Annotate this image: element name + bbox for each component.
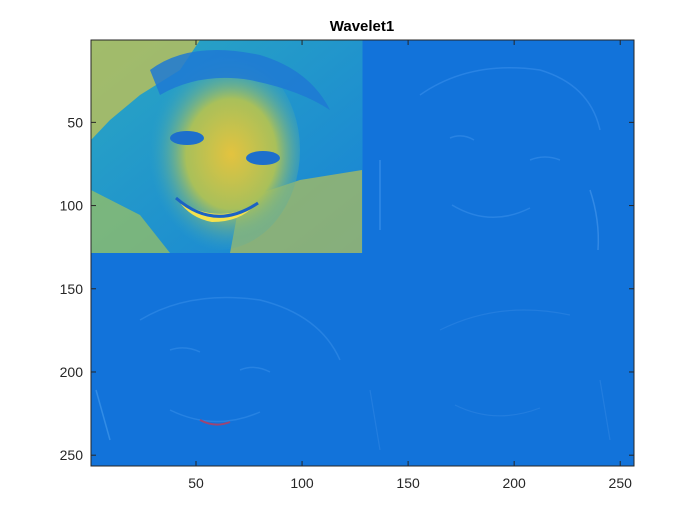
x-tick-label: 200	[502, 475, 526, 491]
axes-frame	[90, 39, 635, 467]
y-tick-label: 250	[60, 447, 84, 463]
x-tick-label: 250	[609, 475, 633, 491]
vertical-detail-quadrant	[95, 296, 341, 441]
approximation-quadrant	[91, 40, 363, 253]
heatmap-image	[90, 39, 635, 467]
x-tick-label: 50	[188, 475, 204, 491]
y-axis: 50 100 150 200 250	[60, 114, 634, 463]
horizontal-detail-quadrant	[379, 67, 601, 251]
x-tick-label: 100	[290, 475, 314, 491]
chart-title: Wavelet1	[330, 18, 394, 35]
y-tick-label: 50	[67, 114, 83, 130]
y-tick-label: 100	[60, 198, 84, 214]
x-axis: 50 100 150 200 250	[188, 40, 632, 491]
x-tick-label: 150	[396, 475, 420, 491]
y-tick-label: 150	[60, 281, 84, 297]
y-tick-label: 200	[60, 364, 84, 380]
diagonal-detail-quadrant	[369, 309, 611, 451]
